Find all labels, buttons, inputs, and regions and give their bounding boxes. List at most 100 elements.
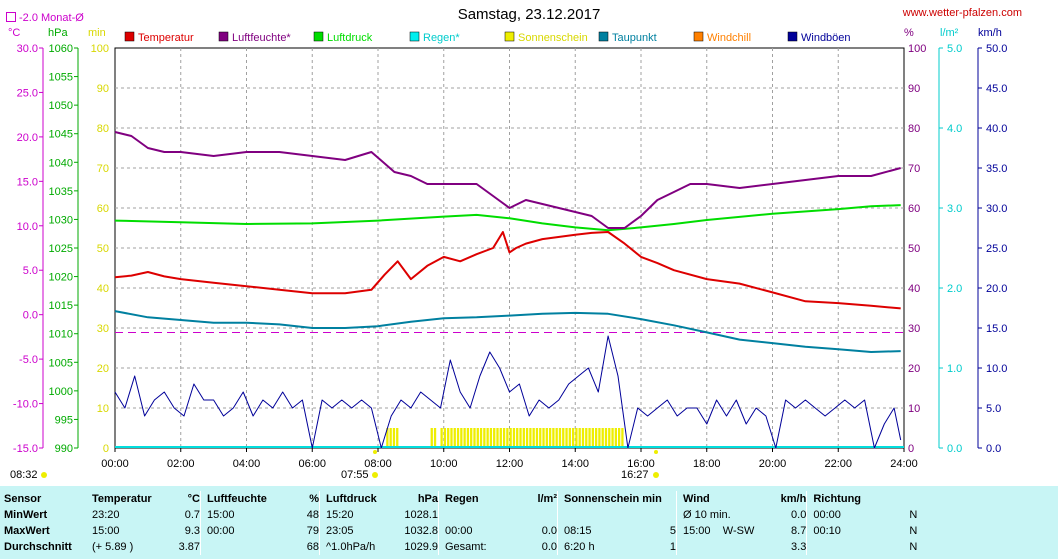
rain-value	[513, 507, 558, 523]
legend-label: Sonnenschein	[518, 32, 588, 44]
wind-tick-label: 15.0	[986, 323, 1007, 335]
wind-tick-label: 20.0	[986, 283, 1007, 295]
sunshine-bar	[440, 428, 443, 448]
statistics-table: Sensor Temperatur °C Luftfeuchte % Luftd…	[4, 491, 917, 555]
dir-time: 00:10	[806, 523, 910, 539]
series-line-luftfeuchte	[114, 131, 901, 229]
sun-value: 1	[669, 541, 676, 553]
pressure-tick-label: 1035	[49, 186, 73, 198]
humidity-tick-label: 20	[908, 363, 920, 375]
rain-value: 0.0	[541, 525, 557, 537]
sunshine-bar	[460, 428, 463, 448]
sunshine-bar	[476, 428, 479, 448]
monthly-average-label: -2.0 Monat-Ø	[6, 12, 84, 24]
sunset-marker-icon	[654, 450, 658, 454]
sunshine-bar	[588, 428, 591, 448]
header-rain-unit: l/m²	[537, 493, 557, 505]
header-temperature: Temperatur	[92, 493, 152, 505]
pressure-tick-label: 1030	[49, 214, 73, 226]
sunshine-bar	[604, 428, 608, 448]
sun-time: 6:20 h	[557, 539, 624, 555]
header-rain: Regen	[438, 491, 513, 507]
header-humidity: Luftfeuchte	[200, 491, 291, 507]
temp-time: 15:00	[92, 525, 120, 537]
wind-tick-label: 25.0	[986, 243, 1007, 255]
sunshine-bar	[568, 428, 571, 448]
sunshine-bar	[443, 428, 447, 448]
time-tick-label: 04:00	[233, 458, 261, 470]
time-tick-label: 06:00	[298, 458, 326, 470]
sunrise-marker-icon	[373, 450, 377, 454]
sunshine-bar	[571, 428, 575, 448]
legend-swatch	[313, 31, 324, 42]
rain-tick-label: 0.0	[947, 443, 962, 455]
sunshine-bar	[447, 428, 450, 448]
sunshine-bar	[591, 428, 594, 448]
pressure-tick-label: 1020	[49, 272, 73, 284]
pres-time: 23:05	[319, 523, 396, 539]
temp-tick-label: 0.0	[23, 310, 38, 322]
temp-time: (+ 5.89 )	[92, 541, 134, 553]
sunshine-bar	[611, 428, 614, 448]
legend-label: Temperatur	[138, 32, 194, 44]
humidity-tick-label: 50	[908, 243, 920, 255]
sunrise-label: 08:32	[10, 469, 38, 481]
humidity-tick-label: 10	[908, 403, 920, 415]
humidity-axis-unit: %	[904, 27, 914, 39]
sunshine-bar	[545, 428, 548, 448]
sunset-icon	[653, 472, 659, 478]
pres-value: 1028.1	[404, 509, 438, 521]
time-tick-label: 18:00	[693, 458, 721, 470]
time-tick-label: 10:00	[430, 458, 458, 470]
legend-label: Windchill	[707, 32, 751, 44]
minutes-tick-label: 50	[97, 243, 109, 255]
wind-axis-unit: km/h	[978, 27, 1002, 39]
sunshine-bar	[594, 428, 598, 448]
sunshine-bar	[555, 428, 558, 448]
sunshine-bar	[493, 428, 496, 448]
legend-label: Luftfeuchte*	[232, 32, 291, 44]
sunshine-bar	[529, 428, 532, 448]
legend-swatch	[787, 31, 798, 42]
sun-time: 08:15	[557, 523, 624, 539]
humidity-tick-label: 90	[908, 83, 920, 95]
humidity-tick-label: 60	[908, 203, 920, 215]
pressure-tick-label: 995	[55, 414, 73, 426]
site-link[interactable]: www.wetter-pfalzen.com	[902, 7, 1022, 19]
pressure-tick-label: 1005	[49, 357, 73, 369]
wind-value: 3.3	[791, 541, 807, 553]
temp-tick-label: -15.0	[13, 443, 38, 455]
humidity-tick-label: 70	[908, 163, 920, 175]
legend-swatch	[124, 31, 135, 42]
sunshine-bar	[389, 428, 392, 448]
sunshine-bar	[621, 428, 624, 448]
sunshine-bar	[466, 428, 470, 448]
sunshine-bar	[585, 428, 588, 448]
minutes-tick-label: 100	[91, 43, 109, 55]
temp-tick-label: 25.0	[17, 87, 38, 99]
sunshine-bar	[535, 428, 539, 448]
pressure-tick-label: 1060	[49, 43, 73, 55]
humidity-tick-label: 40	[908, 283, 920, 295]
rain-value: 0.0	[541, 541, 557, 553]
sunshine-bar	[450, 428, 453, 448]
series-line-taupunkt	[114, 310, 901, 353]
rain-tick-label: 4.0	[947, 123, 962, 135]
sunshine-bar	[470, 428, 473, 448]
sunshine-bar	[506, 428, 509, 448]
dir-value: N	[909, 541, 918, 553]
pressure-tick-label: 1025	[49, 243, 73, 255]
sunshine-bar	[552, 428, 555, 448]
legend-swatch	[504, 31, 515, 42]
rain-time: Gesamt:	[438, 539, 513, 555]
hum-value: 79	[306, 525, 319, 537]
statistics-panel: Sensor Temperatur °C Luftfeuchte % Luftd…	[0, 486, 1058, 559]
sunshine-bar	[502, 428, 506, 448]
time-tick-label: 12:00	[496, 458, 524, 470]
sunshine-bar	[496, 428, 499, 448]
humidity-tick-label: 0	[908, 443, 914, 455]
first-sun-icon	[372, 472, 378, 478]
sunshine-bar	[392, 428, 396, 448]
minutes-axis-unit: min	[88, 27, 106, 39]
dir-value: N	[909, 525, 918, 537]
